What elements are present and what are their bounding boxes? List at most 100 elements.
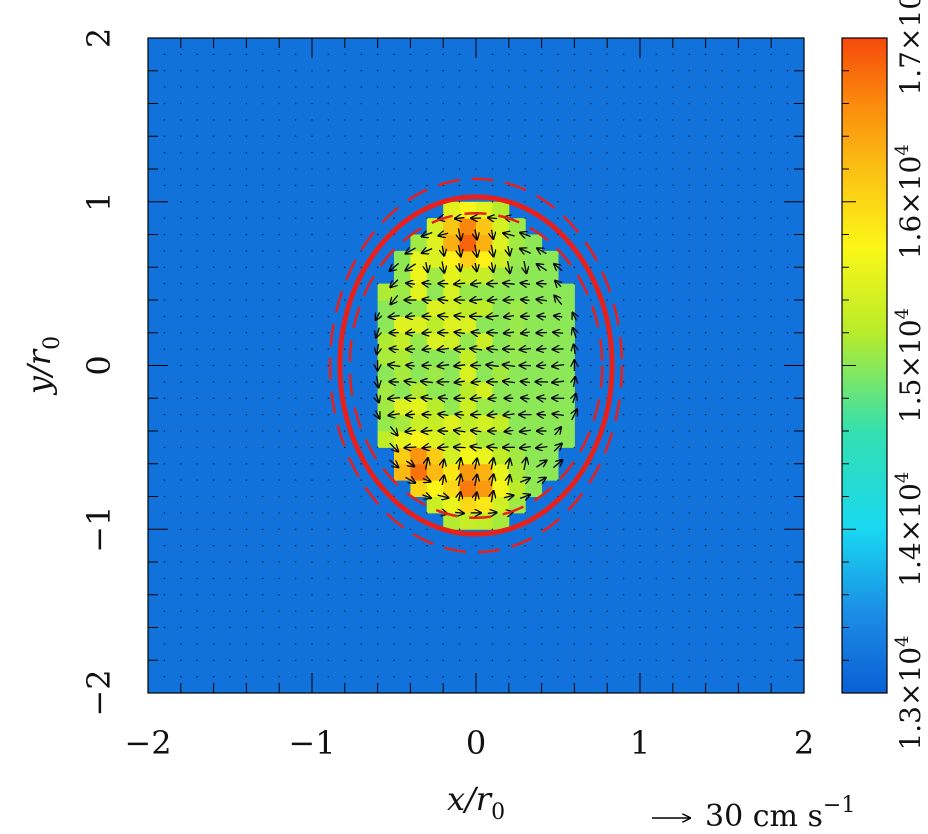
velocity-dot <box>623 528 625 530</box>
velocity-dot <box>377 201 379 203</box>
velocity-dot <box>606 479 608 481</box>
velocity-dot <box>311 496 313 498</box>
velocity-dot <box>262 496 264 498</box>
velocity-dot <box>656 365 658 367</box>
heatmap-cell <box>476 333 493 350</box>
heatmap-cell <box>410 431 427 448</box>
velocity-dot <box>475 152 477 154</box>
velocity-dot <box>459 528 461 530</box>
heatmap-cell <box>427 333 444 350</box>
velocity-dot <box>672 610 674 612</box>
velocity-dot <box>360 643 362 645</box>
velocity-dot <box>672 86 674 88</box>
velocity-dot <box>410 676 412 678</box>
velocity-dot <box>278 135 280 137</box>
velocity-dot <box>442 610 444 612</box>
velocity-dot <box>246 610 248 612</box>
velocity-dot <box>590 217 592 219</box>
heatmap-cell <box>542 415 559 432</box>
velocity-dot <box>606 430 608 432</box>
velocity-dot <box>278 463 280 465</box>
heatmap-cell <box>492 415 509 432</box>
velocity-dot <box>295 168 297 170</box>
velocity-dot <box>606 365 608 367</box>
velocity-dot <box>656 103 658 105</box>
velocity-dot <box>639 447 641 449</box>
heatmap-cell <box>460 497 477 514</box>
velocity-dot <box>196 135 198 137</box>
velocity-dot <box>377 266 379 268</box>
velocity-dot <box>295 283 297 285</box>
velocity-dot <box>721 201 723 203</box>
velocity-dot <box>787 316 789 318</box>
velocity-dot <box>672 348 674 350</box>
velocity-dot <box>164 479 166 481</box>
velocity-dot <box>229 54 231 56</box>
velocity-dot <box>721 430 723 432</box>
velocity-dot <box>639 103 641 105</box>
velocity-dot <box>262 217 264 219</box>
velocity-dot <box>328 348 330 350</box>
velocity-dot <box>295 397 297 399</box>
velocity-dot <box>639 594 641 596</box>
velocity-dot <box>721 234 723 236</box>
velocity-dot <box>262 234 264 236</box>
velocity-dot <box>754 643 756 645</box>
heatmap-cell <box>509 398 526 415</box>
velocity-dot <box>295 414 297 416</box>
velocity-dot <box>705 479 707 481</box>
velocity-dot <box>278 659 280 661</box>
velocity-dot <box>574 234 576 236</box>
velocity-arrow <box>521 300 530 301</box>
velocity-dot <box>262 103 264 105</box>
velocity-dot <box>278 283 280 285</box>
velocity-dot <box>721 332 723 334</box>
velocity-dot <box>442 627 444 629</box>
heatmap-cell <box>378 316 395 333</box>
velocity-dot <box>311 283 313 285</box>
velocity-dot <box>311 643 313 645</box>
velocity-dot <box>213 86 215 88</box>
velocity-dot <box>377 676 379 678</box>
velocity-dot <box>442 152 444 154</box>
velocity-dot <box>770 332 772 334</box>
heatmap-cell <box>378 366 395 383</box>
velocity-dot <box>246 54 248 56</box>
velocity-dot <box>639 135 641 137</box>
velocity-dot <box>213 512 215 514</box>
velocity-dot <box>213 430 215 432</box>
velocity-dot <box>295 119 297 121</box>
velocity-dot <box>656 659 658 661</box>
velocity-dot <box>196 234 198 236</box>
velocity-dot <box>590 234 592 236</box>
velocity-dot <box>213 135 215 137</box>
velocity-dot <box>623 332 625 334</box>
velocity-dot <box>721 659 723 661</box>
velocity-dot <box>574 643 576 645</box>
velocity-dot <box>738 610 740 612</box>
heatmap-cell <box>525 447 542 464</box>
heatmap-cell <box>542 398 559 415</box>
velocity-dot <box>672 217 674 219</box>
velocity-dot <box>262 135 264 137</box>
velocity-dot <box>705 103 707 105</box>
velocity-dot <box>278 610 280 612</box>
velocity-dot <box>164 217 166 219</box>
colorbar-tick-label: 1.4×104 <box>892 472 927 587</box>
velocity-dot <box>738 185 740 187</box>
velocity-dot <box>344 479 346 481</box>
heatmap-cell <box>525 382 542 399</box>
velocity-dot <box>574 545 576 547</box>
velocity-dot <box>295 266 297 268</box>
velocity-dot <box>623 643 625 645</box>
velocity-dot <box>623 266 625 268</box>
velocity-dot <box>721 463 723 465</box>
velocity-dot <box>754 397 756 399</box>
heatmap-cell <box>525 316 542 333</box>
velocity-dot <box>278 70 280 72</box>
velocity-dot <box>213 643 215 645</box>
velocity-dot <box>590 545 592 547</box>
velocity-dot <box>393 185 395 187</box>
heatmap-cell <box>443 497 460 514</box>
velocity-dot <box>754 70 756 72</box>
